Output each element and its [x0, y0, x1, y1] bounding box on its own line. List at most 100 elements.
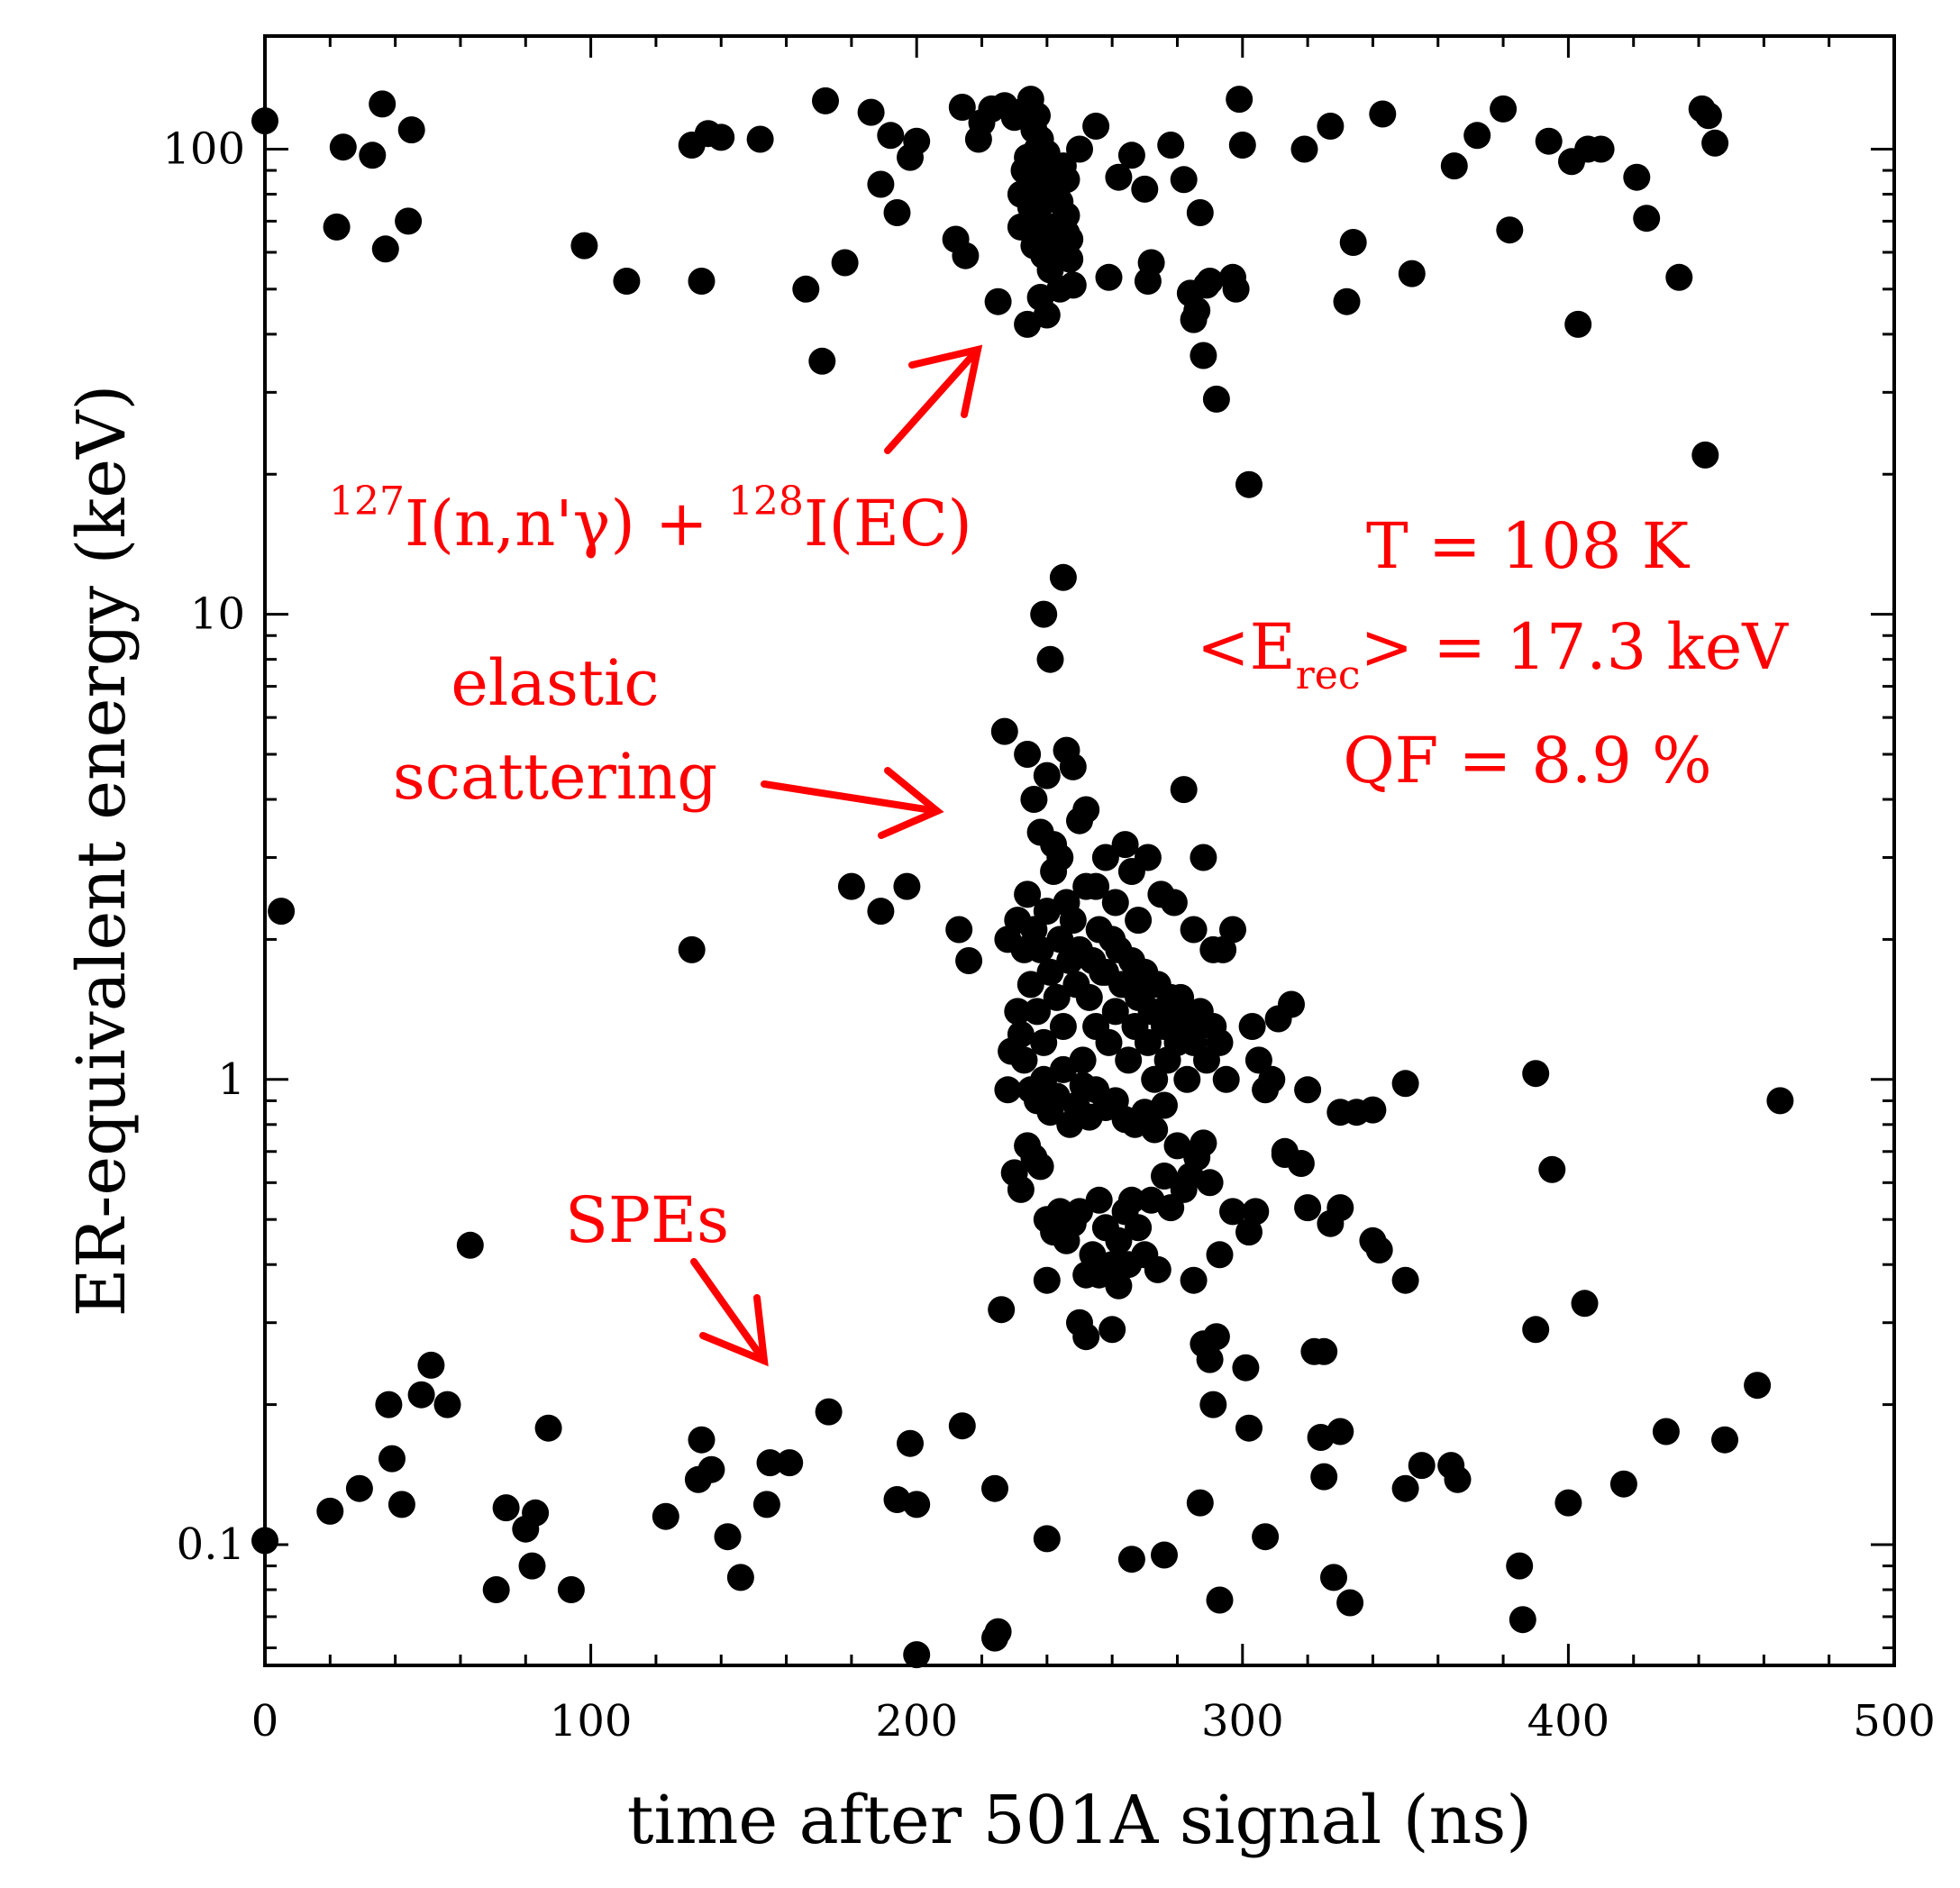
data-point-281	[988, 1296, 1016, 1324]
data-point-134	[1091, 844, 1119, 871]
data-point-336	[756, 1449, 784, 1477]
data-point-116	[1030, 242, 1058, 269]
data-point-59	[1186, 199, 1214, 226]
data-point-146	[1209, 935, 1237, 963]
data-point-53	[1137, 249, 1165, 277]
data-point-147	[1219, 916, 1246, 944]
data-point-112	[1053, 166, 1080, 194]
data-point-20	[867, 170, 895, 198]
data-point-169	[1101, 998, 1129, 1026]
data-point-235	[1007, 1020, 1035, 1048]
data-point-280	[1196, 1169, 1224, 1197]
data-point-296	[1235, 1218, 1263, 1246]
data-point-73	[1369, 100, 1397, 128]
annotation-elastic-line1: elastic	[451, 646, 659, 720]
data-point-302	[1310, 1337, 1338, 1365]
data-point-334	[726, 1564, 754, 1592]
data-point-84	[1623, 163, 1651, 191]
data-point-4	[369, 90, 397, 118]
data-point-251	[1007, 1175, 1035, 1203]
data-point-158	[1030, 1028, 1058, 1056]
data-point-152	[955, 947, 983, 974]
data-point-299	[1287, 1150, 1315, 1177]
data-point-345	[984, 1618, 1012, 1646]
data-point-306	[1365, 1236, 1393, 1263]
data-point-332	[697, 1455, 725, 1483]
data-point-243	[1294, 1076, 1322, 1104]
data-point-18	[831, 249, 859, 277]
data-point-83	[1587, 135, 1615, 163]
data-point-136	[1111, 831, 1139, 859]
data-point-14	[746, 125, 774, 153]
data-point-7	[397, 116, 425, 144]
data-point-168	[1095, 1028, 1123, 1056]
data-point-329	[652, 1502, 679, 1530]
data-point-286	[1099, 1316, 1126, 1344]
data-point-49	[1105, 163, 1133, 191]
data-point-60	[1190, 342, 1217, 369]
data-point-54	[1157, 132, 1185, 159]
annotation-inelastic: 127I(n,n'γ) + 128I(EC)	[329, 479, 972, 561]
data-point-31	[984, 287, 1012, 315]
data-point-287	[1105, 1272, 1133, 1300]
data-point-151	[945, 916, 973, 944]
y-tick-label: 1	[217, 1054, 245, 1105]
x-tick-label: 300	[1201, 1696, 1284, 1747]
data-point-121	[1049, 563, 1077, 591]
data-point-335	[752, 1491, 780, 1519]
y-axis-title: ER-equivalent energy (keV)	[63, 385, 141, 1318]
data-point-368	[1711, 1426, 1738, 1454]
y-tick-label: 0.1	[177, 1519, 245, 1570]
data-point-27	[948, 94, 976, 121]
data-point-120	[1036, 645, 1064, 673]
data-point-13	[707, 123, 735, 151]
data-point-333	[714, 1523, 742, 1551]
axis-ticks: 0 100 200 300 400 500 0.1 1 10 100	[162, 36, 1936, 1747]
data-point-366	[1609, 1470, 1637, 1498]
data-point-338	[815, 1398, 843, 1426]
data-point-314	[316, 1497, 344, 1525]
data-point-81	[1564, 310, 1592, 338]
data-point-6	[395, 207, 423, 235]
data-point-325	[518, 1552, 546, 1580]
data-point-196	[1072, 872, 1100, 900]
data-point-19	[857, 98, 885, 126]
data-point-139	[1134, 844, 1162, 871]
data-point-355	[1310, 1463, 1338, 1491]
data-point-212	[1176, 1013, 1204, 1040]
data-point-79	[1535, 127, 1563, 155]
data-point-8	[570, 232, 598, 260]
data-point-236	[1238, 1013, 1266, 1040]
data-point-65	[1228, 132, 1256, 159]
plot-frame	[263, 34, 1896, 1667]
x-tick-label: 400	[1527, 1696, 1610, 1747]
data-point-300	[1294, 1194, 1322, 1222]
data-point-365	[1554, 1489, 1582, 1517]
data-point-51	[1131, 175, 1159, 203]
data-point-342	[948, 1412, 976, 1440]
data-point-24	[897, 143, 924, 171]
data-point-266	[1105, 1227, 1133, 1254]
data-point-356	[1320, 1564, 1347, 1592]
data-point-70	[1317, 113, 1345, 140]
data-point-46	[1066, 135, 1093, 163]
data-point-130	[1059, 752, 1087, 780]
data-point-75	[1440, 152, 1468, 180]
data-point-15	[792, 275, 820, 303]
data-point-148	[837, 872, 865, 900]
data-point-320	[417, 1351, 445, 1379]
data-point-249	[1766, 1087, 1794, 1115]
data-point-58	[1183, 296, 1211, 324]
data-point-311	[678, 935, 706, 963]
data-point-272	[1144, 1255, 1171, 1283]
data-point-273	[1151, 1163, 1178, 1190]
data-point-269	[1125, 1214, 1153, 1242]
data-point-282	[1033, 1266, 1061, 1294]
data-point-367	[1652, 1418, 1680, 1446]
data-point-350	[1199, 1391, 1227, 1418]
data-point-135	[1101, 889, 1129, 917]
data-point-124	[1020, 786, 1048, 813]
data-point-122	[990, 717, 1018, 745]
data-point-358	[1336, 1589, 1364, 1617]
data-point-16	[808, 347, 836, 375]
